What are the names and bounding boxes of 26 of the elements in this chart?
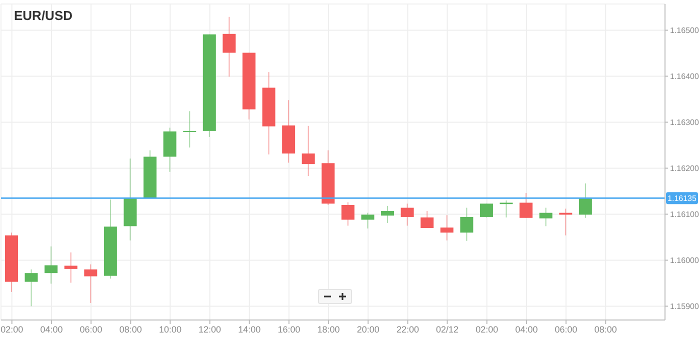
- x-tick-label: 04:00: [40, 324, 63, 334]
- x-tick-label: 02:00: [0, 324, 24, 334]
- x-tick-label: 02/12: [436, 324, 459, 334]
- chart-title: EUR/USD: [14, 8, 73, 23]
- candlestick: [480, 203, 493, 218]
- y-tick-label: 1.16300: [670, 118, 699, 128]
- y-tick-label: 1.16500: [670, 26, 699, 36]
- x-tick-label: 20:00: [356, 324, 380, 334]
- x-tick-label: 18:00: [317, 324, 340, 334]
- x-tick-label: 12:00: [198, 324, 222, 334]
- x-tick-label: 22:00: [396, 324, 419, 334]
- y-tick-label: 1.15900: [670, 302, 699, 312]
- x-tick-label: 14:00: [238, 324, 261, 334]
- y-tick-label: 1.16100: [670, 210, 699, 220]
- x-tick-label: 06:00: [554, 324, 578, 334]
- x-tick-label: 02:00: [476, 324, 498, 334]
- y-tick-label: 1.16400: [670, 72, 699, 82]
- x-tick-label: 08:00: [594, 324, 617, 334]
- x-tick-label: 16:00: [278, 324, 300, 334]
- ref-line-label: 1.16135: [668, 194, 698, 204]
- y-tick-label: 1.16000: [670, 256, 699, 266]
- x-tick-label: 06:00: [80, 324, 102, 334]
- x-tick-label: 08:00: [119, 324, 142, 334]
- x-tick-label: 04:00: [515, 324, 538, 334]
- y-tick-label: 1.16200: [670, 164, 699, 174]
- x-tick-label: 10:00: [158, 324, 182, 334]
